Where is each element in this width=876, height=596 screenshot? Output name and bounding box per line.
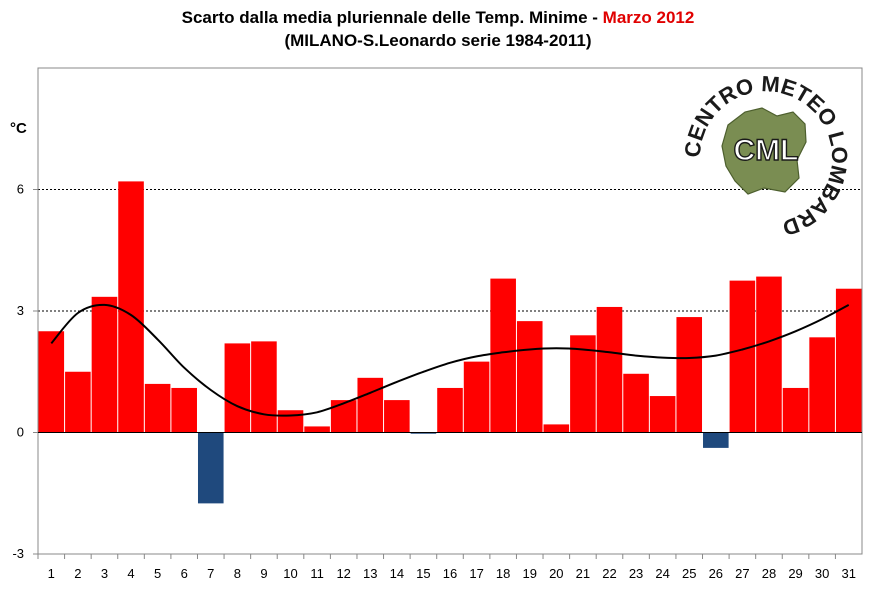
- y-tick-label: 6: [17, 182, 24, 197]
- bar: [676, 317, 703, 433]
- x-tick-label: 23: [629, 566, 643, 581]
- x-tick-label: 16: [443, 566, 457, 581]
- x-tick-label: 26: [709, 566, 723, 581]
- bar: [357, 377, 384, 433]
- bar: [809, 337, 835, 433]
- x-tick-label: 3: [101, 566, 108, 581]
- bar: [410, 432, 437, 434]
- x-tick-label: 30: [815, 566, 829, 581]
- bar: [197, 432, 224, 504]
- bar: [118, 181, 144, 433]
- bars: [38, 181, 862, 504]
- x-tick-label: 25: [682, 566, 696, 581]
- bar: [756, 276, 782, 433]
- x-tick-label: 31: [841, 566, 855, 581]
- bar: [782, 387, 809, 433]
- x-tick-label: 15: [416, 566, 430, 581]
- bar: [144, 383, 171, 433]
- x-tick-label: 17: [469, 566, 483, 581]
- trend-line: [50, 303, 850, 417]
- bar: [38, 331, 65, 433]
- chart-title-main: Scarto dalla media pluriennale delle Tem…: [181, 8, 598, 27]
- chart-subtitle: (MILANO-S.Leonardo serie 1984-2011): [284, 31, 592, 50]
- x-tick-label: 19: [523, 566, 537, 581]
- x-tick-label: 1: [48, 566, 55, 581]
- bar: [384, 400, 410, 433]
- x-tick-label: 5: [154, 566, 161, 581]
- y-tick-label: -3: [12, 546, 24, 561]
- bar: [277, 410, 304, 433]
- chart-title: Scarto dalla media pluriennale delle Tem…: [0, 8, 876, 28]
- x-tick-label: 8: [234, 566, 241, 581]
- x-tick-label: 21: [576, 566, 590, 581]
- x-tick-label: 13: [363, 566, 377, 581]
- x-tick-label: 27: [735, 566, 749, 581]
- bar: [463, 361, 490, 433]
- bar: [304, 426, 330, 433]
- bar: [570, 335, 596, 433]
- x-tick-label: 14: [390, 566, 404, 581]
- bar: [729, 280, 756, 433]
- x-tick-label: 20: [549, 566, 563, 581]
- logo-abbr: CML: [734, 134, 799, 167]
- x-tick-label: 2: [74, 566, 81, 581]
- x-tick-label: 18: [496, 566, 510, 581]
- bar: [251, 341, 277, 433]
- bar: [703, 432, 729, 448]
- bar: [623, 373, 649, 433]
- x-tick-label: 24: [655, 566, 669, 581]
- bar: [224, 343, 251, 433]
- y-tick-label: 3: [17, 303, 24, 318]
- y-axis-unit: °C: [10, 120, 27, 137]
- x-tick-label: 22: [602, 566, 616, 581]
- x-tick-label: 28: [762, 566, 776, 581]
- grid-lines: [38, 189, 862, 312]
- trend-curve: [50, 303, 850, 417]
- bar: [516, 321, 543, 433]
- bar: [91, 296, 118, 433]
- chart-title-month: Marzo 2012: [602, 8, 695, 27]
- bar: [330, 400, 357, 433]
- bar: [437, 387, 463, 433]
- x-tick-label: 29: [788, 566, 802, 581]
- x-tick-label: 11: [310, 566, 324, 581]
- bar: [596, 306, 623, 433]
- x-tick-label: 9: [260, 566, 267, 581]
- bar: [490, 278, 516, 433]
- bar: [543, 424, 570, 433]
- lombardy-map-icon: [721, 107, 807, 195]
- x-tick-label: 6: [181, 566, 188, 581]
- bar: [65, 371, 91, 433]
- bar: [649, 396, 676, 433]
- bar: [171, 387, 197, 433]
- x-tick-label: 10: [283, 566, 297, 581]
- x-tick-label: 12: [336, 566, 350, 581]
- bar: [835, 288, 862, 433]
- y-tick-label: 0: [17, 425, 24, 440]
- x-tick-label: 4: [127, 566, 134, 581]
- x-tick-label: 7: [207, 566, 214, 581]
